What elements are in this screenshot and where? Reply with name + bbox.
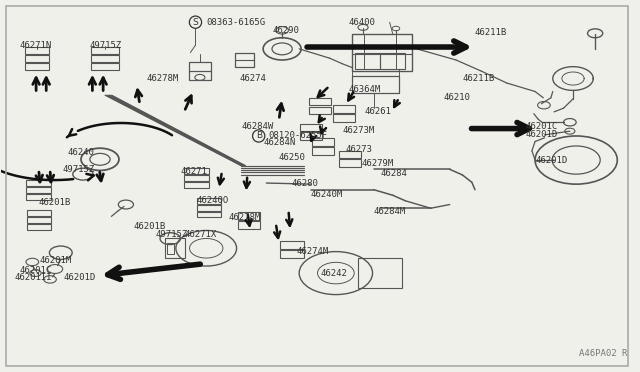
Text: 46201B: 46201B <box>134 222 166 231</box>
Text: 46280: 46280 <box>292 179 319 187</box>
Bar <box>309 106 331 114</box>
Bar <box>91 47 119 54</box>
Text: 46240M: 46240M <box>310 190 343 199</box>
Bar <box>235 52 253 67</box>
Text: 46201M: 46201M <box>40 256 72 265</box>
Bar <box>333 105 355 113</box>
Text: 46201D: 46201D <box>64 273 96 282</box>
Bar <box>167 243 174 254</box>
Bar <box>26 180 51 186</box>
Text: 46278M: 46278M <box>146 74 179 83</box>
Text: 46271: 46271 <box>181 167 208 176</box>
Text: 46273: 46273 <box>346 145 372 154</box>
Text: 46278M: 46278M <box>228 213 260 222</box>
Bar <box>91 55 119 62</box>
Bar <box>165 238 185 258</box>
Bar <box>351 34 412 71</box>
Text: B: B <box>255 131 262 141</box>
Bar <box>280 250 303 258</box>
Bar <box>355 52 380 69</box>
Text: 46210: 46210 <box>444 93 470 102</box>
Bar <box>197 198 221 204</box>
Bar <box>26 63 49 70</box>
Text: 46240: 46240 <box>67 148 94 157</box>
Bar <box>351 76 399 93</box>
Text: 49715Z: 49715Z <box>89 41 122 50</box>
Bar <box>339 160 361 167</box>
Bar <box>358 258 402 288</box>
Text: 46242: 46242 <box>320 269 347 278</box>
Bar <box>333 114 355 122</box>
Text: 46273M: 46273M <box>342 126 374 135</box>
Bar <box>380 52 405 69</box>
Text: 46284N: 46284N <box>263 138 296 147</box>
Text: 46364M: 46364M <box>349 85 381 94</box>
Text: 46271N: 46271N <box>20 41 52 50</box>
Bar <box>238 212 260 220</box>
Text: 46201D: 46201D <box>525 130 558 140</box>
Bar <box>91 63 119 70</box>
Text: 46290: 46290 <box>273 26 300 35</box>
Text: 46284M: 46284M <box>374 207 406 216</box>
Text: 46201II: 46201II <box>15 273 52 282</box>
Text: 46279M: 46279M <box>361 159 394 168</box>
Bar <box>27 210 51 216</box>
Bar <box>300 132 322 140</box>
Text: 46250: 46250 <box>279 153 306 161</box>
Bar <box>27 224 51 230</box>
Bar <box>312 138 334 146</box>
Bar <box>189 62 211 80</box>
Text: 46201B: 46201B <box>38 198 71 207</box>
Bar <box>312 147 334 155</box>
Bar <box>26 194 51 201</box>
Text: 46201C: 46201C <box>20 266 52 275</box>
Bar <box>184 175 209 181</box>
Text: 46284: 46284 <box>380 169 407 177</box>
Text: 46274: 46274 <box>240 74 267 83</box>
Bar <box>26 187 51 193</box>
Text: 46201C: 46201C <box>525 122 558 131</box>
Bar <box>26 47 49 54</box>
Bar <box>197 205 221 211</box>
Text: S: S <box>193 18 198 27</box>
Text: 46284W: 46284W <box>241 122 273 131</box>
Text: 46261: 46261 <box>364 108 391 116</box>
Text: 49715Z: 49715Z <box>63 165 95 174</box>
Text: 46201D: 46201D <box>535 155 567 164</box>
Text: A46PA02 R: A46PA02 R <box>579 349 628 358</box>
Bar <box>184 182 209 188</box>
Text: 49715Z: 49715Z <box>156 230 188 239</box>
Text: 46211B: 46211B <box>462 74 495 83</box>
Text: 46274M: 46274M <box>297 247 329 256</box>
Bar <box>280 241 303 249</box>
Text: 46271X: 46271X <box>184 230 216 239</box>
Text: 46240O: 46240O <box>196 196 229 205</box>
Text: 46211B: 46211B <box>475 28 508 37</box>
Bar <box>26 55 49 62</box>
Bar <box>184 168 209 174</box>
Bar <box>309 97 331 105</box>
Bar <box>300 124 322 131</box>
Bar <box>27 217 51 223</box>
Bar <box>238 221 260 230</box>
Bar <box>339 151 361 158</box>
Text: 08363-6165G: 08363-6165G <box>206 18 266 27</box>
Text: 46400: 46400 <box>349 19 376 28</box>
Text: 08120-6255F: 08120-6255F <box>269 131 328 141</box>
Bar <box>197 212 221 217</box>
